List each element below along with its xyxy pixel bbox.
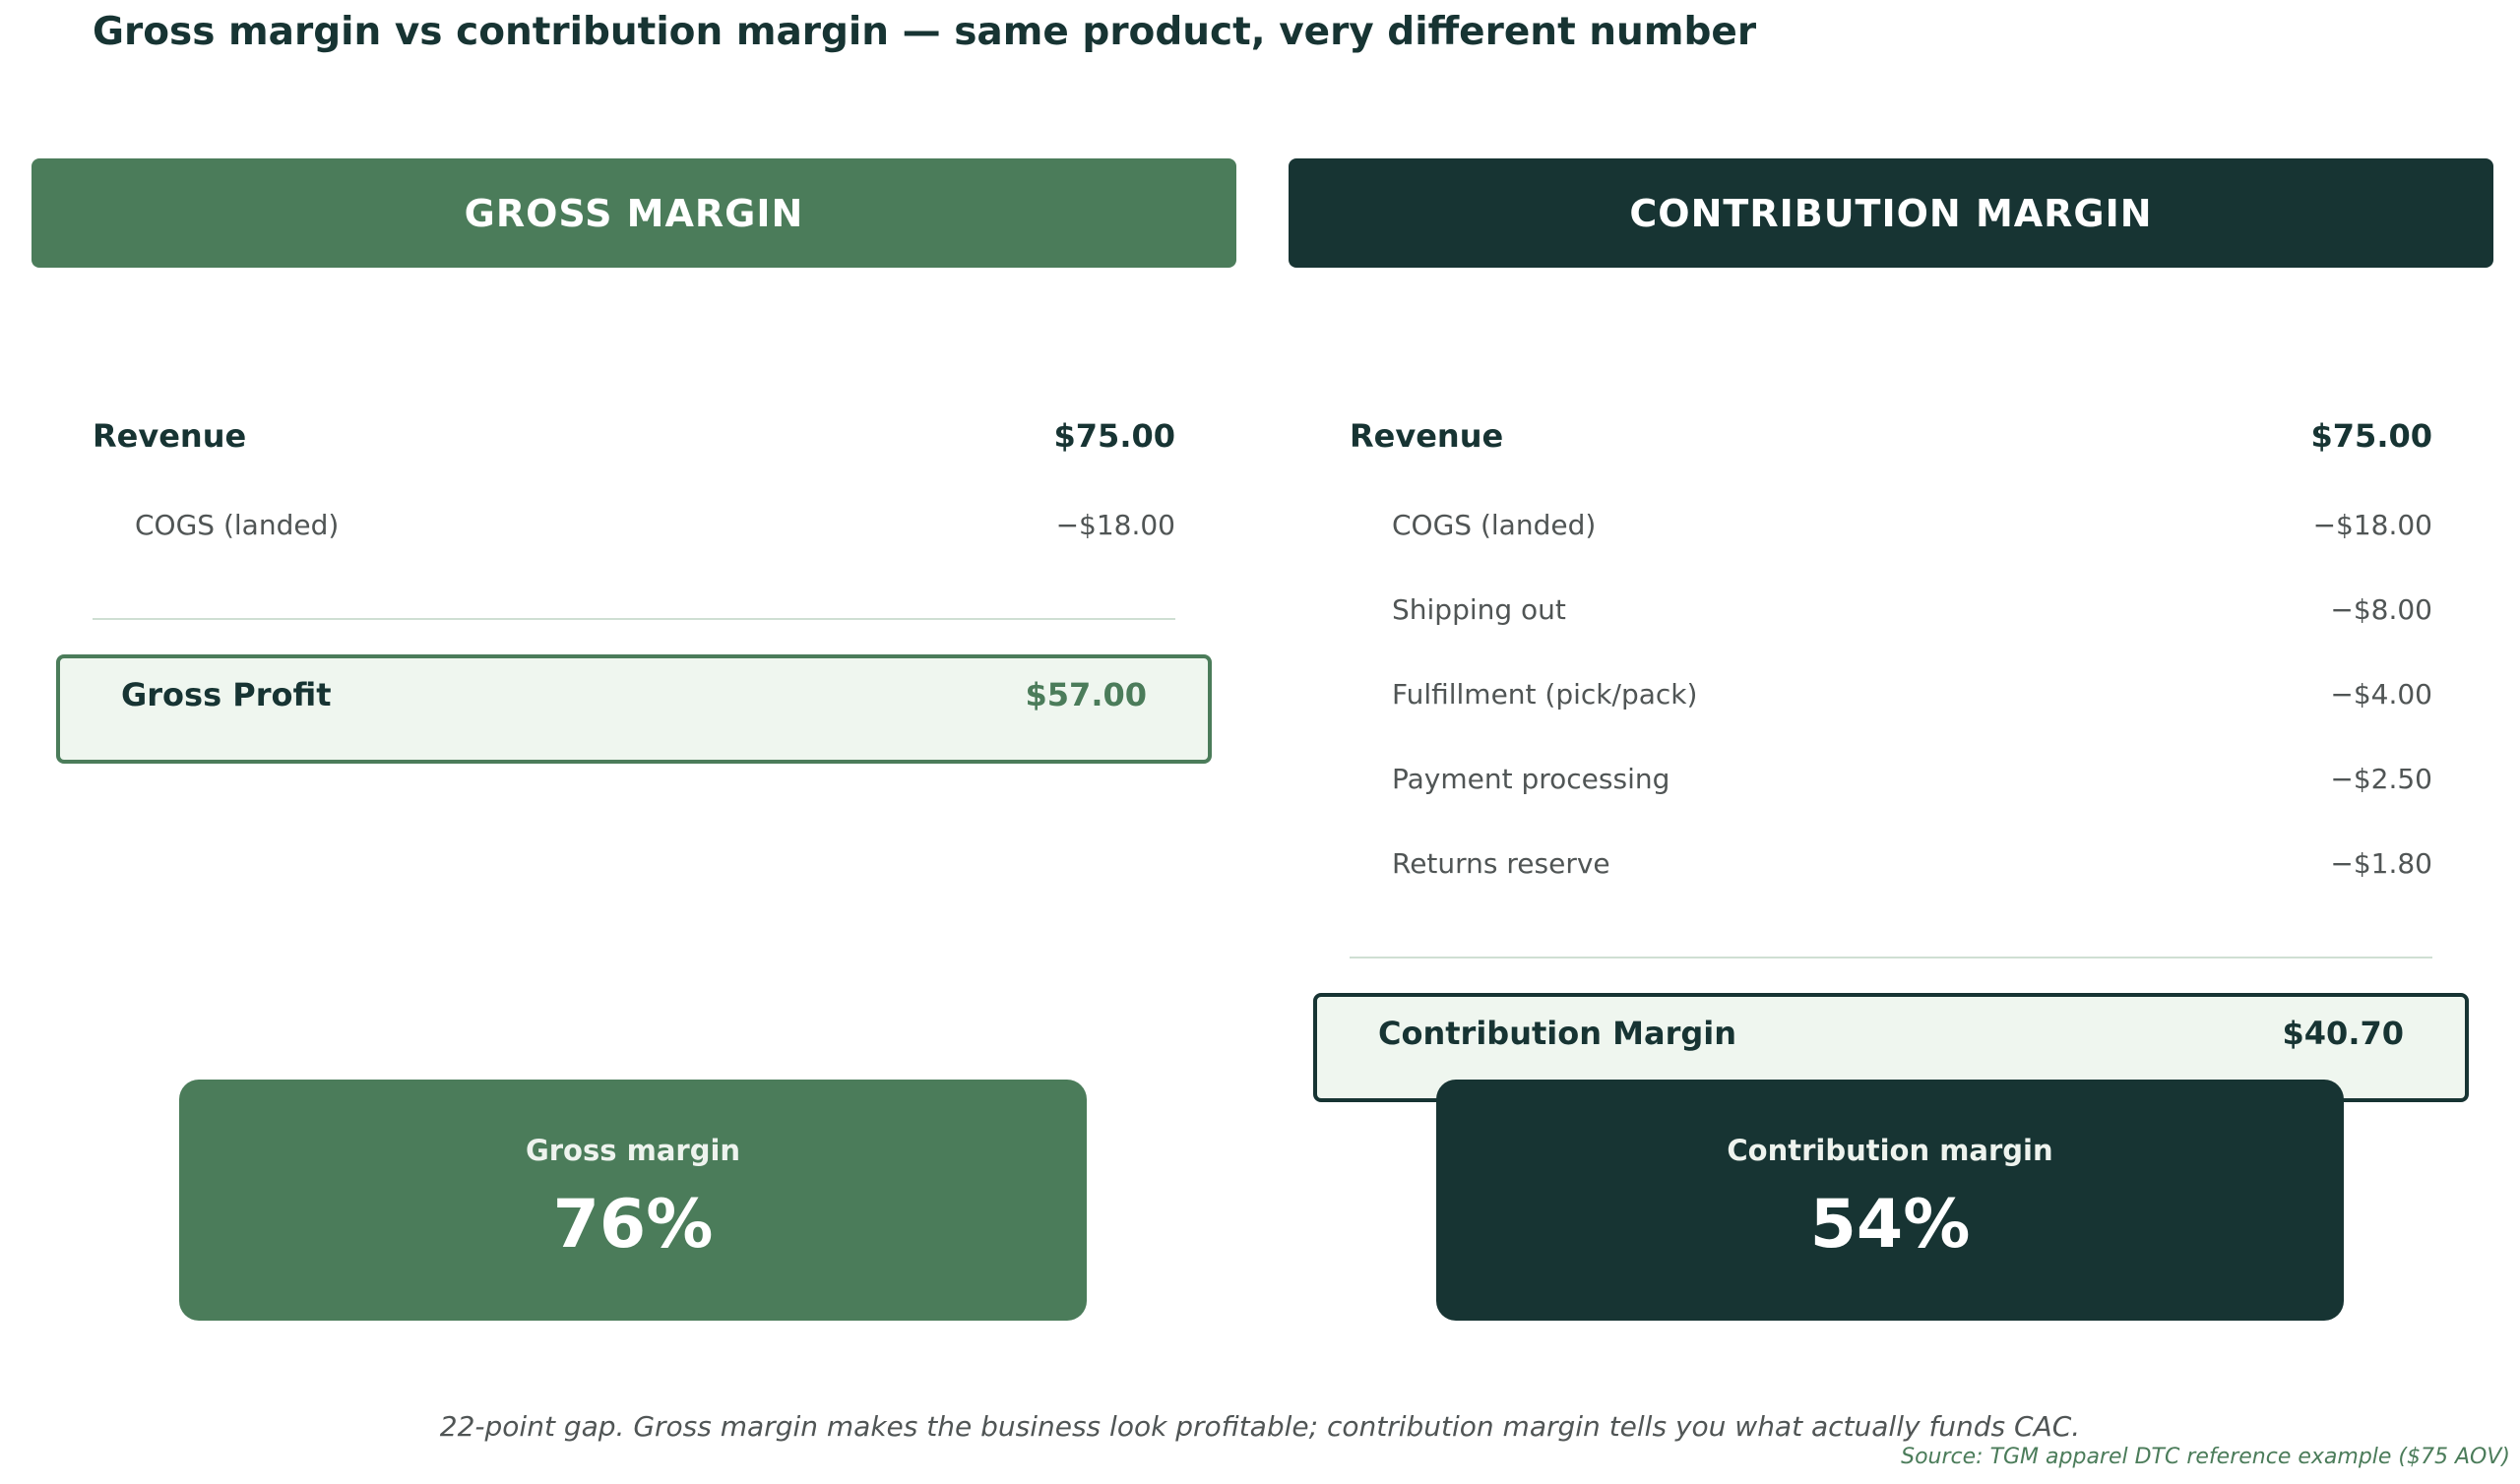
contribution-cost-row-shipping: Shipping out −$8.00 <box>1350 589 2432 629</box>
gross-margin-kpi-label: Gross margin <box>525 1134 741 1167</box>
contribution-margin-header: CONTRIBUTION MARGIN <box>1289 158 2493 268</box>
contribution-margin-panel: CONTRIBUTION MARGIN Revenue $75.00 COGS … <box>1289 158 2493 1102</box>
contribution-cost-value: −$18.00 <box>2312 508 2432 541</box>
gross-profit-value: $57.00 <box>1025 676 1147 713</box>
source-note: Source: TGM apparel DTC reference exampl… <box>1901 1445 2510 1469</box>
contribution-cost-value: −$1.80 <box>2330 846 2432 880</box>
contribution-margin-kpi-value: 54% <box>1809 1186 1971 1264</box>
contribution-cost-row-returns: Returns reserve −$1.80 <box>1350 843 2432 883</box>
gross-margin-kpi-card: Gross margin 76% <box>179 1080 1087 1321</box>
contribution-cost-label: Returns reserve <box>1392 846 1610 880</box>
contribution-cost-value: −$2.50 <box>2330 762 2432 795</box>
contribution-cost-label: Shipping out <box>1392 592 1566 626</box>
page-title: Gross margin vs contribution margin — sa… <box>93 10 1757 54</box>
contribution-margin-value: $40.70 <box>2282 1015 2404 1052</box>
gross-revenue-row: Revenue $75.00 <box>93 416 1175 456</box>
gross-revenue-label: Revenue <box>93 417 247 455</box>
gross-margin-kpi-value: 76% <box>552 1186 714 1264</box>
contribution-revenue-label: Revenue <box>1350 417 1504 455</box>
gross-divider <box>93 618 1175 620</box>
contribution-revenue-value: $75.00 <box>2310 417 2432 455</box>
contribution-divider <box>1350 957 2432 958</box>
contribution-cost-row-cogs: COGS (landed) −$18.00 <box>1350 505 2432 544</box>
gross-cost-row-cogs: COGS (landed) −$18.00 <box>93 505 1175 544</box>
contribution-margin-kpi-card: Contribution margin 54% <box>1436 1080 2344 1321</box>
contribution-cost-value: −$8.00 <box>2330 592 2432 626</box>
footnote: 22-point gap. Gross margin makes the bus… <box>439 1410 2081 1443</box>
gross-margin-header: GROSS MARGIN <box>32 158 1236 268</box>
gross-revenue-value: $75.00 <box>1053 417 1175 455</box>
gross-cost-value: −$18.00 <box>1055 508 1175 541</box>
contribution-cost-label: COGS (landed) <box>1392 508 1597 541</box>
contribution-revenue-row: Revenue $75.00 <box>1350 416 2432 456</box>
contribution-cost-value: −$4.00 <box>2330 677 2432 711</box>
gross-cost-label: COGS (landed) <box>135 508 340 541</box>
contribution-margin-kpi-label: Contribution margin <box>1727 1134 2053 1167</box>
gross-profit-label: Gross Profit <box>121 676 332 713</box>
contribution-cost-row-fulfillment: Fulfillment (pick/pack) −$4.00 <box>1350 674 2432 713</box>
gross-profit-box: Gross Profit $57.00 <box>56 654 1212 764</box>
gross-margin-panel: GROSS MARGIN Revenue $75.00 COGS (landed… <box>32 158 1236 764</box>
contribution-cost-row-payment: Payment processing −$2.50 <box>1350 759 2432 798</box>
contribution-cost-label: Fulfillment (pick/pack) <box>1392 677 1698 711</box>
contribution-cost-label: Payment processing <box>1392 762 1670 795</box>
contribution-margin-label: Contribution Margin <box>1378 1015 1737 1052</box>
